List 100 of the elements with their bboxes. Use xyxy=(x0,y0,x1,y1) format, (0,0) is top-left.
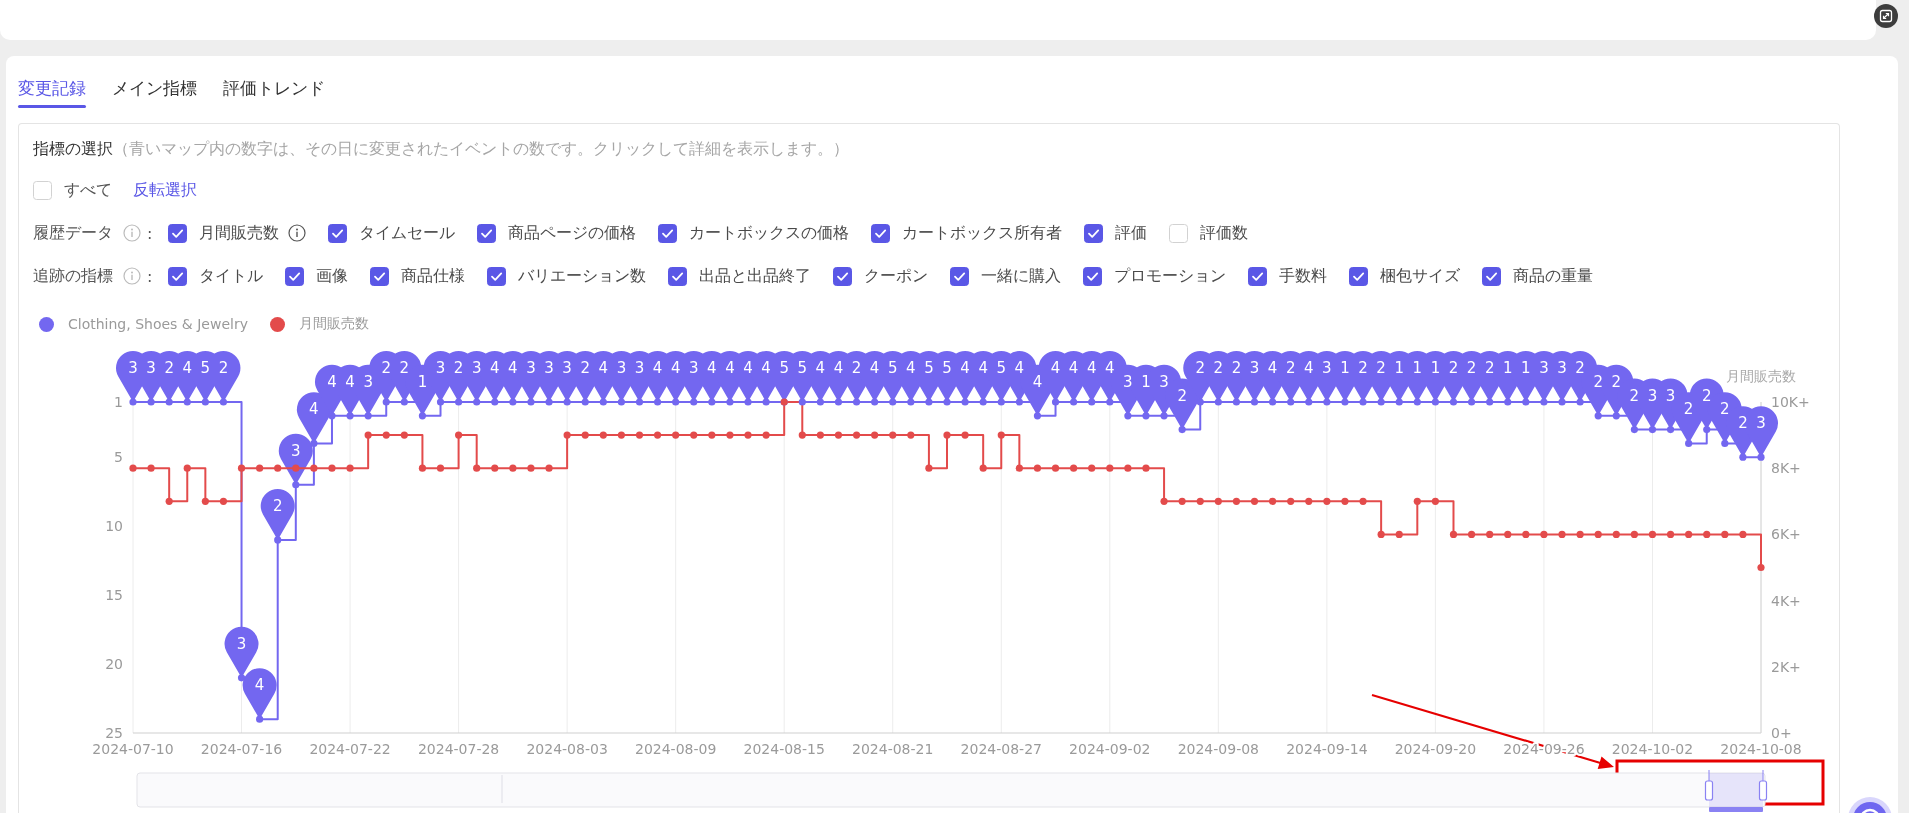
legend-label: 月間販売数 xyxy=(298,315,369,333)
text: 4 xyxy=(1032,372,1043,391)
text: 3 xyxy=(616,359,627,377)
text: 2 xyxy=(580,359,590,377)
annotation: 2 xyxy=(1720,400,1730,419)
text: 履歴データ xyxy=(33,222,113,244)
text: 評価数 xyxy=(1200,222,1248,244)
text: 3 xyxy=(526,359,536,377)
text: 2 xyxy=(1484,359,1495,377)
text: 5 xyxy=(200,359,211,377)
x-tick-label: 2024-08-09 xyxy=(634,741,717,757)
text: 3 xyxy=(688,359,699,377)
x-tick-label: 2024-09-14 xyxy=(1286,741,1368,757)
text: : xyxy=(147,266,154,286)
text: 2 xyxy=(1466,359,1477,377)
text: 4 xyxy=(490,359,500,377)
annotation: 2 xyxy=(1738,414,1748,433)
text: 月間販売数 xyxy=(199,222,279,244)
text: 1 xyxy=(417,372,428,391)
x-tick-label: 2024-10-08 xyxy=(1720,741,1802,757)
text: 4 xyxy=(598,359,609,377)
y2-tick-label: 0+ xyxy=(1771,725,1792,741)
text: 3 xyxy=(435,359,446,377)
annotation: 2 xyxy=(272,496,283,515)
text: プロモーション xyxy=(1114,265,1226,287)
text: 4 xyxy=(978,359,988,377)
text: 5 xyxy=(779,359,789,377)
text: 商品の重量 xyxy=(1513,265,1593,287)
annotation: 3 xyxy=(291,441,301,460)
text: 1 xyxy=(1340,359,1350,377)
y-tick-label: 5 xyxy=(114,449,123,466)
text: 4 xyxy=(345,372,355,391)
text: 5 xyxy=(924,359,934,377)
text: 3 xyxy=(1159,372,1169,391)
text: 5 xyxy=(942,359,952,377)
text: 4 xyxy=(815,359,826,377)
x-tick-label: 2024-10-02 xyxy=(1611,741,1694,757)
text: 3 xyxy=(562,359,572,377)
annotation: 2 xyxy=(1701,386,1712,405)
text: カートボックスの価格 xyxy=(689,222,849,244)
text: 変更記録 xyxy=(18,76,86,100)
text: メイン指標 xyxy=(112,76,197,100)
text: 評価トレンド xyxy=(223,76,325,100)
text: 2 xyxy=(1231,359,1242,377)
x-tick-label: 2024-07-22 xyxy=(309,741,391,757)
annotation: 3 xyxy=(236,634,247,653)
y2-tick-label: 6K+ xyxy=(1771,526,1801,543)
x-tick-label: 2024-07-10 xyxy=(92,741,174,757)
text: 4 xyxy=(508,359,518,377)
text: タイトル xyxy=(199,265,263,287)
text: 2 xyxy=(399,359,410,377)
x-tick-label: 2024-09-02 xyxy=(1069,741,1151,757)
text: 梱包サイズ xyxy=(1380,265,1460,287)
text: 商品仕様 xyxy=(401,265,465,287)
annotation: 2 xyxy=(1629,386,1640,405)
text: 4 xyxy=(707,359,717,377)
text: 2 xyxy=(851,359,862,377)
text: 4 xyxy=(182,359,193,377)
text: 4 xyxy=(1105,359,1115,377)
y-tick-label: 10 xyxy=(105,518,123,535)
text: 4 xyxy=(1267,359,1278,377)
legend-label: Clothing, Shoes & Jewelry xyxy=(68,316,248,332)
text: 1 xyxy=(1394,359,1404,377)
x-tick-label: 2024-08-03 xyxy=(526,741,608,757)
text: 2 xyxy=(1358,359,1368,377)
text: 2 xyxy=(381,359,392,377)
text: 5 xyxy=(887,359,898,377)
text: 3 xyxy=(1557,359,1567,377)
text: 4 xyxy=(1304,359,1314,377)
x-tick-label: 2024-09-08 xyxy=(1177,741,1260,757)
text: （青いマップ内の数字は、その日に変更されたイベントの数です。クリックして詳細を表示します。） xyxy=(113,138,849,160)
text: 出品と出品終了 xyxy=(699,265,811,287)
text: カートボックス所有者 xyxy=(902,222,1062,244)
text: 2 xyxy=(164,359,174,377)
text: 4 xyxy=(725,359,735,377)
text: : xyxy=(147,223,154,243)
text: 画像 xyxy=(316,265,348,287)
text: 評価 xyxy=(1115,222,1147,244)
text: 2 xyxy=(1376,359,1386,377)
text: 4 xyxy=(869,359,880,377)
text: 4 xyxy=(906,359,916,377)
text: 4 xyxy=(1086,359,1097,377)
text: 4 xyxy=(327,372,337,391)
text: 2 xyxy=(218,359,229,377)
y2-axis-title: 月間販売数 xyxy=(1726,368,1796,384)
text: 3 xyxy=(128,359,138,377)
y-tick-label: 25 xyxy=(105,725,123,741)
text: 2 xyxy=(1593,372,1603,391)
annotation: 2 xyxy=(1683,400,1694,419)
annotation: 4 xyxy=(254,676,265,695)
y2-tick-label: 4K+ xyxy=(1771,592,1801,609)
annotation: 3 xyxy=(1647,386,1658,405)
text: 3 xyxy=(1249,359,1260,377)
y2-tick-label: 8K+ xyxy=(1771,460,1801,477)
text: 3 xyxy=(1123,372,1133,391)
y-tick-label: 1 xyxy=(114,394,123,410)
text: 1 xyxy=(1141,372,1151,391)
text: 4 xyxy=(652,359,663,377)
text: 2 xyxy=(1213,359,1224,377)
text: 4 xyxy=(833,359,844,377)
